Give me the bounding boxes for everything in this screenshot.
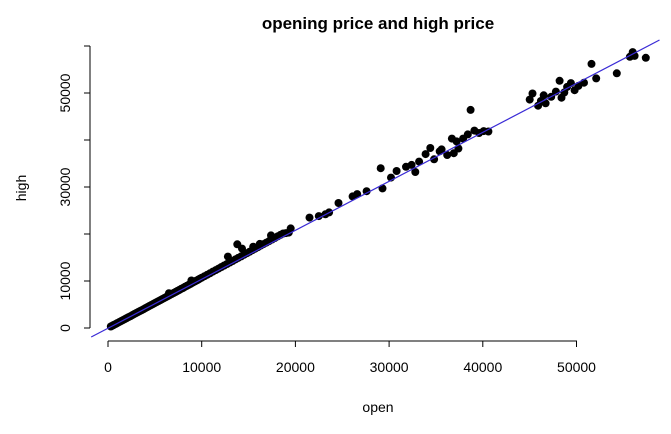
- data-point: [362, 187, 371, 196]
- data-point: [612, 69, 621, 78]
- data-point: [415, 157, 424, 166]
- data-point: [443, 151, 452, 159]
- data-point: [528, 89, 537, 98]
- y-axis-ticks: 0 10000 30000 50000: [57, 45, 90, 332]
- x-axis-label: open: [362, 399, 393, 415]
- data-point: [525, 95, 534, 104]
- x-tick-label: 40000: [463, 359, 502, 375]
- chart-title: opening price and high price: [262, 14, 494, 33]
- x-tick-label: 50000: [557, 359, 596, 375]
- data-point: [334, 199, 343, 207]
- y-tick-label: 30000: [57, 167, 73, 206]
- x-tick-label: 30000: [370, 359, 409, 375]
- y-tick-label: 50000: [57, 73, 73, 112]
- data-point: [466, 105, 475, 114]
- data-point: [484, 127, 493, 136]
- data-point: [392, 167, 401, 175]
- data-point: [421, 150, 430, 159]
- data-point: [238, 244, 246, 253]
- data-point: [353, 190, 362, 199]
- data-point: [641, 53, 650, 62]
- x-tick-label: 20000: [276, 359, 315, 375]
- data-point: [255, 239, 264, 248]
- data-point: [541, 99, 550, 108]
- data-point: [187, 276, 196, 285]
- data-point: [249, 242, 258, 251]
- data-point: [452, 137, 461, 146]
- data-point: [437, 145, 446, 154]
- y-axis-label: high: [13, 175, 29, 201]
- regression-line: [90, 39, 660, 338]
- data-point: [267, 231, 275, 240]
- data-points: [106, 48, 650, 331]
- data-point: [286, 224, 295, 233]
- x-tick-label: 0: [104, 359, 112, 375]
- data-point: [223, 252, 232, 261]
- data-point: [407, 160, 416, 169]
- data-point: [463, 130, 472, 139]
- x-tick-label: 10000: [182, 359, 221, 375]
- data-point: [314, 212, 323, 221]
- y-tick-label: 10000: [57, 261, 73, 300]
- y-tick-label: 0: [57, 324, 73, 332]
- data-point: [426, 144, 435, 152]
- data-point: [411, 168, 420, 176]
- x-axis-ticks: 0 10000 20000 30000 40000 50000: [104, 341, 596, 375]
- data-point: [305, 213, 314, 222]
- data-point: [592, 74, 601, 83]
- regression-line-group: [90, 39, 660, 338]
- data-point: [539, 91, 548, 100]
- data-point: [555, 76, 564, 85]
- data-point: [587, 59, 596, 68]
- data-point: [376, 164, 385, 173]
